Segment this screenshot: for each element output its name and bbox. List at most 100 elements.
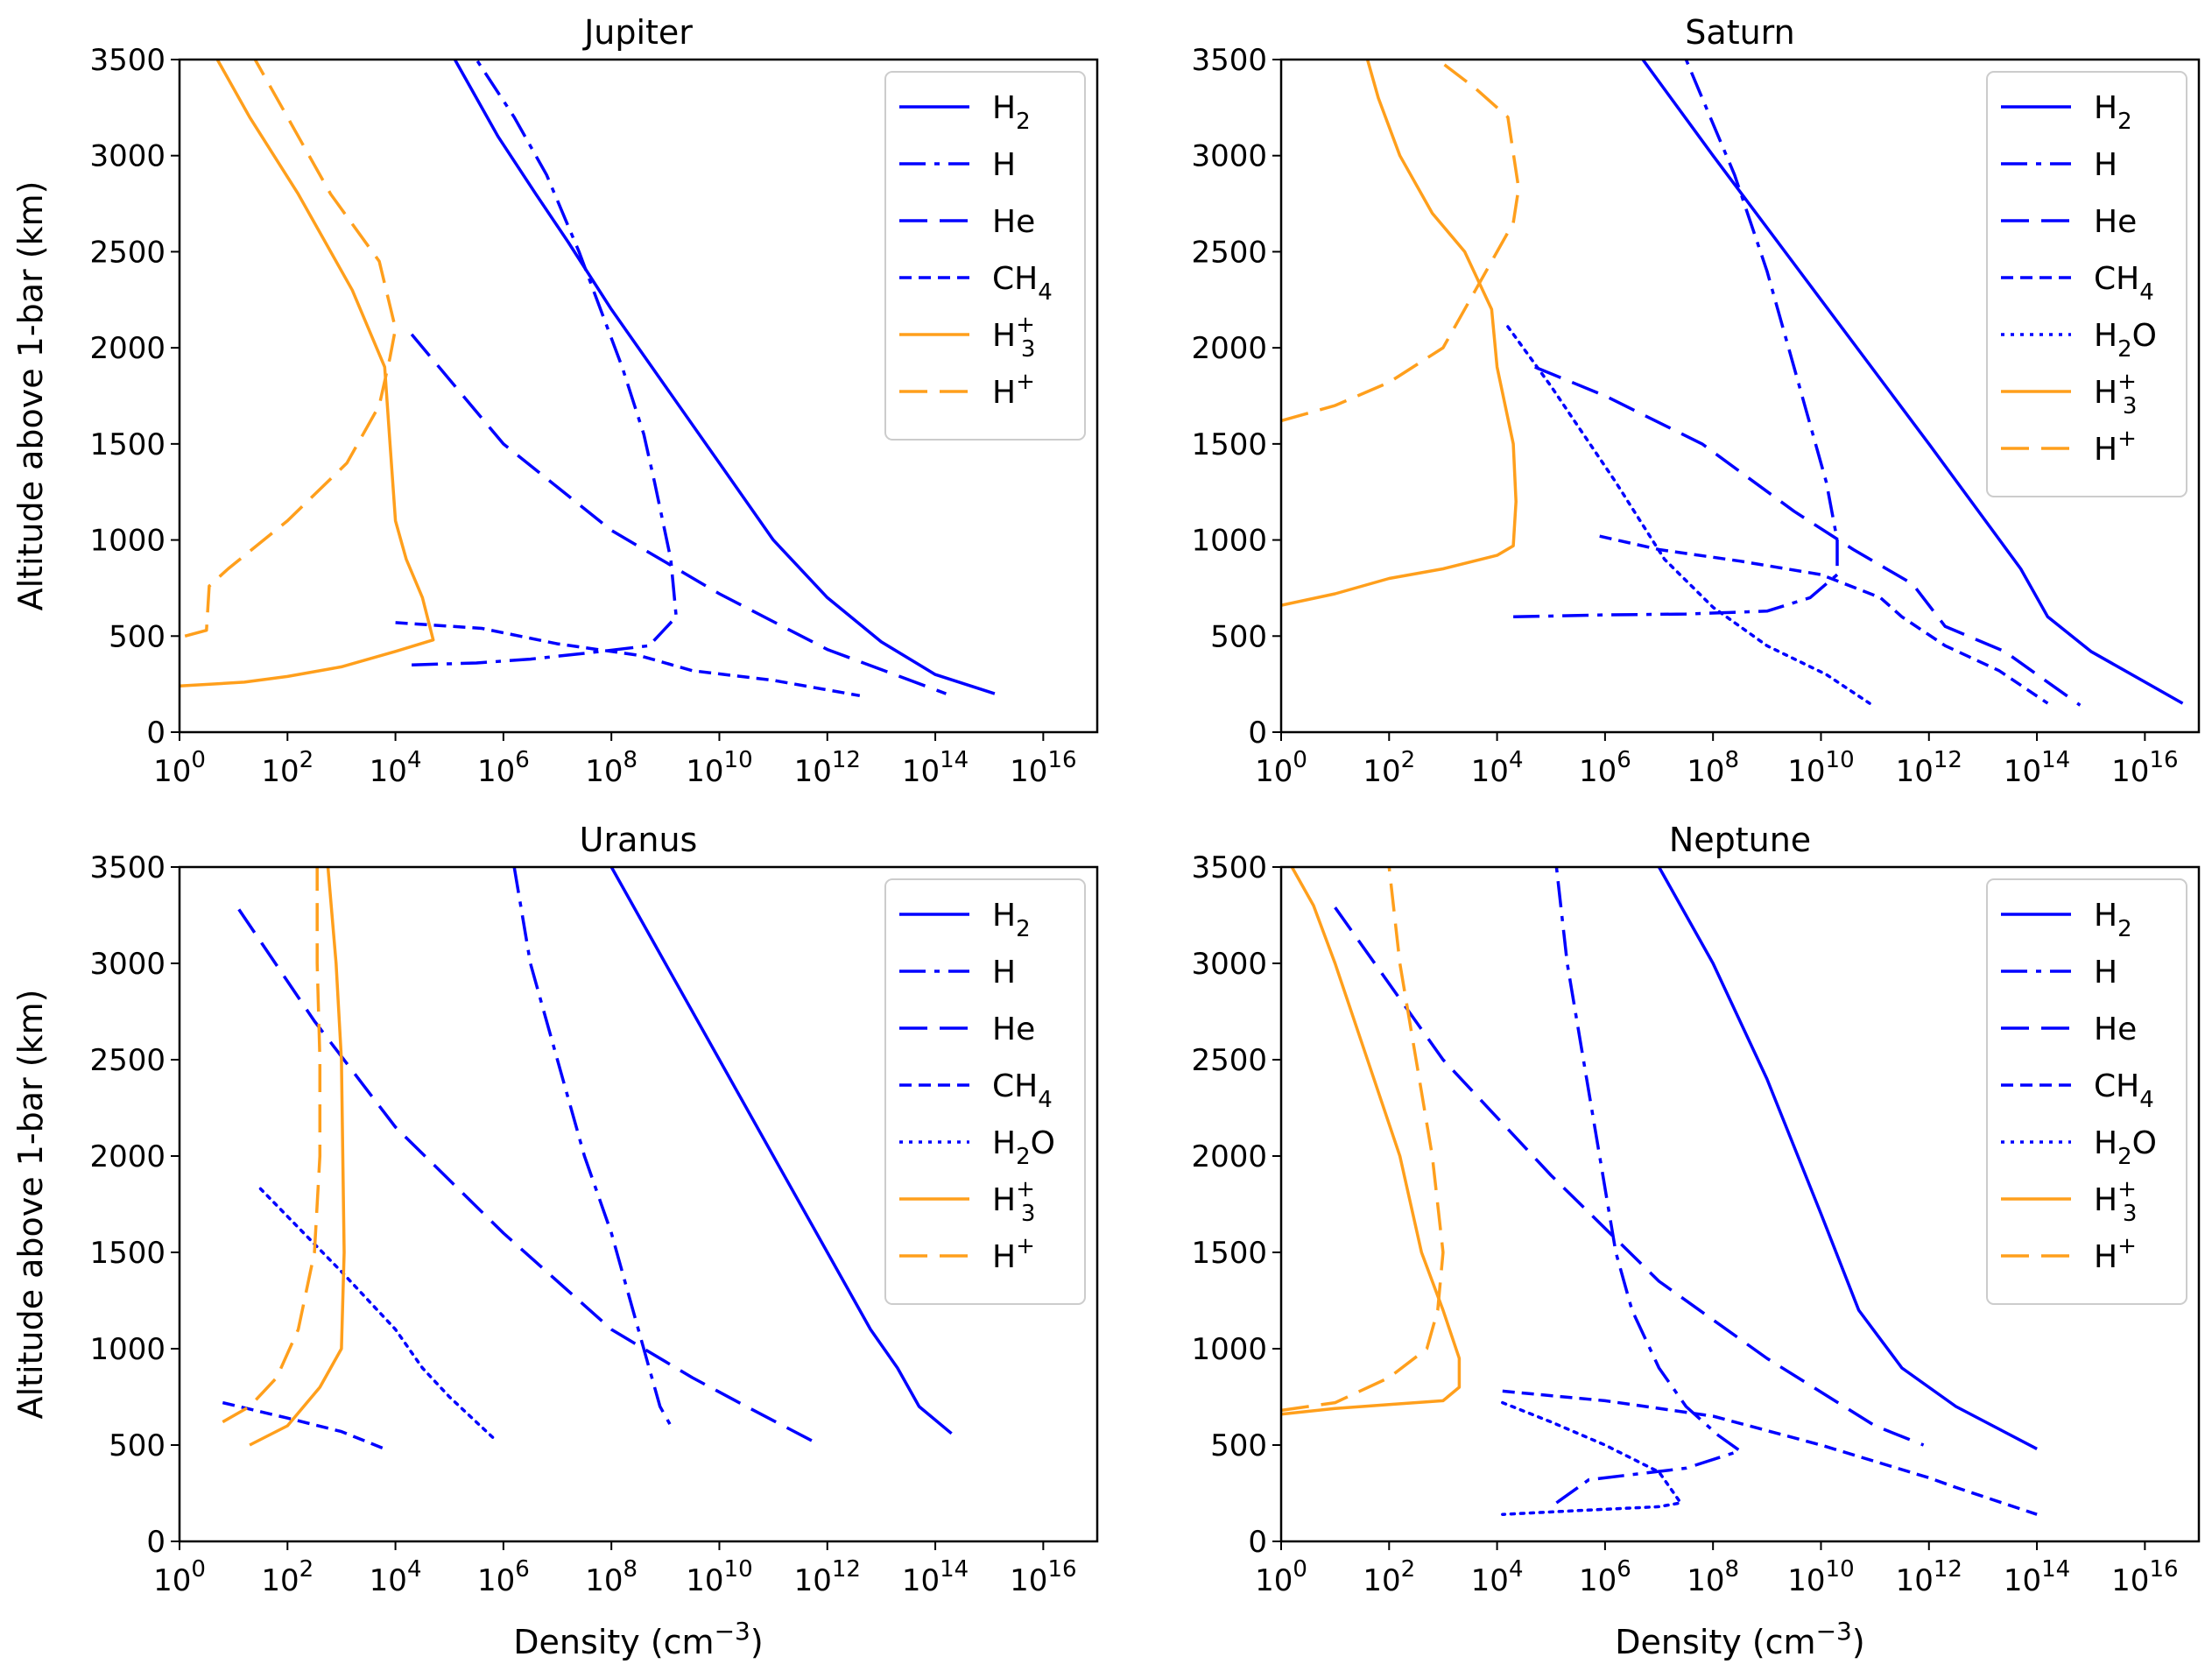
y-axis-label: Altitude above 1-bar (km)	[11, 181, 50, 611]
legend-entry-h: H	[2094, 955, 2117, 991]
series-line-h-plus	[184, 60, 398, 638]
legend-entry-ch4: CH4	[2094, 1068, 2154, 1113]
axes-frame	[1279, 58, 2201, 734]
y-tick-label: 1500	[89, 427, 166, 462]
legend-box	[1986, 71, 2187, 497]
panel-title: Uranus	[580, 821, 698, 859]
series-line-h-plus	[1281, 867, 1445, 1413]
x-tick-label: 1010	[686, 1556, 752, 1598]
series-line-he	[1334, 906, 1925, 1447]
series-line-h3-plus	[1281, 60, 1518, 607]
legend-entry-he: He	[2094, 204, 2137, 240]
legend-box	[1986, 878, 2187, 1305]
x-tick-label: 100	[153, 1556, 206, 1598]
y-tick-label: 500	[109, 619, 166, 654]
y-tick-label: 1500	[89, 1236, 166, 1271]
x-tick-label: 1010	[686, 747, 752, 789]
legend-entry-h2: H2	[2094, 898, 2132, 942]
legend: H2 H He CH4 H+ 3 H+	[884, 71, 1086, 441]
series-line-ch4	[395, 621, 861, 698]
y-tick-label: 500	[1210, 619, 1267, 654]
y-tick-label: 1500	[1191, 427, 1267, 462]
y-tick-label: 3000	[89, 139, 166, 174]
legend-entry-h2o: H2O	[992, 1125, 1055, 1170]
y-tick-label: 0	[146, 716, 166, 751]
series-line-h	[1554, 867, 1742, 1505]
x-tick-label: 1016	[1010, 1556, 1076, 1598]
x-tick-label: 100	[1255, 747, 1307, 789]
legend-entry-h: H	[992, 955, 1016, 991]
panel-title: Jupiter	[582, 13, 693, 52]
series-line-ch4	[1599, 534, 2049, 705]
x-tick-label: 1012	[1896, 747, 1962, 789]
x-tick-label: 1012	[794, 747, 861, 789]
x-tick-label: 104	[370, 1556, 422, 1598]
series-line-h3-plus	[1281, 867, 1462, 1416]
series-line-ch4	[1502, 1389, 2038, 1516]
series-line-h3-plus	[180, 60, 435, 688]
legend-entry-h3-plus: H+ 3	[992, 1176, 1035, 1227]
series-line-h2o	[1501, 1400, 1682, 1516]
y-tick-label: 500	[109, 1428, 166, 1463]
y-tick-label: 1000	[89, 1332, 166, 1367]
x-tick-label: 106	[1579, 1556, 1631, 1598]
legend-entry-h3-plus: H+ 3	[992, 312, 1035, 363]
legend: H2 H He CH4 H2O H+ 3 H+	[1986, 71, 2187, 497]
y-tick-label: 2500	[89, 235, 166, 270]
series-line-h	[412, 60, 678, 666]
series-line-h2	[609, 867, 953, 1435]
axes-frame	[178, 58, 1099, 734]
y-tick-label: 500	[1210, 1428, 1267, 1463]
x-tick-label: 1012	[1896, 1556, 1962, 1598]
y-tick-label: 3000	[1191, 139, 1267, 174]
x-tick-label: 1014	[2004, 747, 2070, 789]
y-tick-label: 0	[1248, 716, 1267, 751]
series-line-ch4	[222, 1400, 385, 1451]
y-tick-label: 0	[1248, 1525, 1267, 1560]
x-tick-label: 1016	[2111, 747, 2178, 789]
series-line-h2	[453, 60, 996, 695]
series-line-h3-plus	[249, 867, 346, 1447]
y-tick-label: 2500	[89, 1043, 166, 1078]
legend-entry-h3-plus: H+ 3	[2094, 369, 2137, 420]
y-tick-label: 3000	[1191, 947, 1267, 982]
legend-entry-h2: H2	[992, 898, 1031, 942]
y-tick-label: 2000	[89, 331, 166, 366]
y-tick-label: 3500	[89, 850, 166, 885]
x-tick-label: 1014	[902, 1556, 969, 1598]
series-group	[180, 60, 996, 698]
series-line-h2o	[1506, 325, 1871, 705]
legend-entry-he: He	[2094, 1012, 2137, 1047]
y-tick-label: 3500	[89, 43, 166, 78]
series-line-h2	[1657, 867, 2038, 1450]
x-tick-label: 100	[153, 747, 206, 789]
series-line-he	[1534, 365, 2082, 707]
legend-entry-h-plus: H+	[992, 1233, 1035, 1275]
legend-entry-he: He	[992, 204, 1035, 240]
x-tick-label: 104	[1471, 1556, 1524, 1598]
panel-jupiter: 0 500 1000 1500 2000 2500 3000 3500 100 102 104 106…	[11, 13, 1099, 789]
panel-neptune: 0 500 1000 1500 2000 2500 3000 3500 100 102 104 106…	[1191, 821, 2201, 1661]
panel-uranus: 0 500 1000 1500 2000 2500 3000 3500 100 102 104 106…	[11, 821, 1099, 1661]
x-tick-label: 102	[1363, 747, 1415, 789]
y-tick-label: 2000	[1191, 331, 1267, 366]
legend-box	[884, 878, 1086, 1305]
legend-entry-h-plus: H+	[2094, 1233, 2137, 1275]
x-tick-label: 108	[585, 747, 638, 789]
y-tick-label: 0	[146, 1525, 166, 1560]
x-tick-label: 1014	[902, 747, 969, 789]
x-tick-label: 1012	[794, 1556, 861, 1598]
legend-entry-h3-plus: H+ 3	[2094, 1176, 2137, 1227]
x-tick-label: 102	[1363, 1556, 1415, 1598]
series-line-h2o	[258, 1187, 495, 1439]
x-tick-label: 108	[585, 1556, 638, 1598]
y-tick-label: 2000	[1191, 1139, 1267, 1174]
series-line-h	[1513, 60, 1839, 619]
y-tick-label: 2500	[1191, 1043, 1267, 1078]
panel-title: Neptune	[1669, 821, 1811, 859]
panel-title: Saturn	[1685, 13, 1794, 52]
x-tick-label: 102	[261, 1556, 313, 1598]
axes-frame	[1279, 865, 2201, 1543]
y-tick-label: 1000	[1191, 524, 1267, 559]
